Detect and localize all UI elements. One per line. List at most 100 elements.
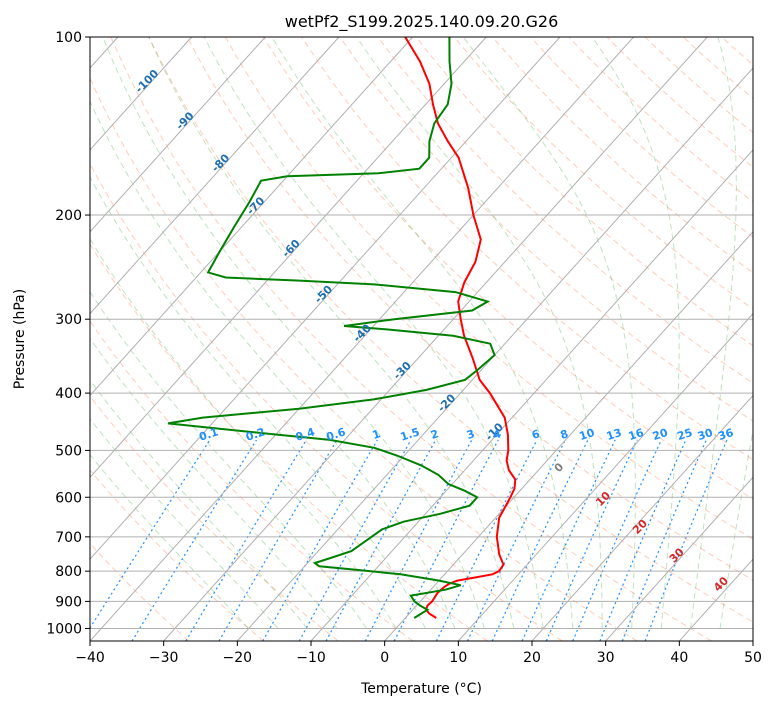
- x-tick-label: −30: [149, 650, 179, 666]
- dry-adiabat-line: [377, 37, 753, 384]
- y-tick-label: 300: [55, 312, 82, 328]
- mixing-ratio-line: [131, 439, 258, 641]
- isotherm-gridline: [90, 37, 634, 641]
- mixing-ratio-label: 8: [559, 427, 570, 442]
- dry-adiabat-line: [606, 37, 753, 168]
- mixing-ratio-label: 6: [530, 427, 542, 442]
- mixing-ratio-line: [325, 439, 437, 641]
- isotherm-gridline: [310, 149, 753, 641]
- y-tick-label: 200: [55, 208, 82, 224]
- dry-adiabat-line: [339, 37, 753, 422]
- y-tick-label: 600: [55, 490, 82, 506]
- dewpoint-profile-line: [167, 37, 496, 619]
- mixing-ratio-label: 16: [627, 426, 646, 443]
- temperature-profile-line: [404, 37, 517, 619]
- moist-adiabat-line: [148, 37, 515, 629]
- dry-adiabat-line: [224, 37, 753, 540]
- mixing-ratio-label: 4: [492, 427, 504, 442]
- dry-adiabat-line: [148, 37, 753, 623]
- moist-adiabat-line: [102, 37, 485, 629]
- isotherm-gridline: [90, 37, 266, 233]
- x-tick-label: 0: [380, 650, 389, 666]
- y-tick-label: 900: [55, 594, 82, 610]
- mixing-ratio-label: 30: [696, 426, 715, 443]
- mixing-ratio-line: [90, 439, 211, 630]
- mixing-ratio-label: 0.2: [244, 425, 267, 443]
- mixing-ratio-label: 13: [605, 426, 624, 443]
- y-tick-label: 1000: [46, 621, 82, 637]
- isotherm-gridline: [90, 37, 340, 315]
- y-tick-label: 700: [55, 530, 82, 546]
- y-tick-label: 400: [55, 386, 82, 402]
- moist-adiabat-line: [90, 100, 456, 629]
- dry-adiabat-line: [90, 243, 488, 641]
- mixing-ratio-label: 1.5: [399, 425, 422, 443]
- dry-adiabat-line: [492, 37, 753, 274]
- mixing-ratio-line: [466, 439, 566, 641]
- mixing-ratio-line: [435, 439, 538, 641]
- x-axis-title: Temperature (°C): [360, 681, 482, 697]
- isotherm-gridline: [384, 230, 753, 641]
- moist-adiabat-line: [90, 175, 426, 629]
- mixing-ratio-label: 20: [651, 426, 670, 443]
- isotherm-gridline: [236, 67, 753, 641]
- dry-adiabat-line: [90, 395, 339, 641]
- isotherm-gridline: [90, 37, 487, 479]
- chart-title: wetPf2_S199.2025.140.09.20.G26: [285, 12, 559, 32]
- mixing-ratio-line: [185, 439, 307, 641]
- isotherm-gridline: [90, 37, 192, 151]
- isotherm-gridline: [531, 394, 753, 641]
- x-tick-label: −20: [223, 650, 253, 666]
- mixing-ratio-label: 10: [578, 426, 597, 443]
- mixing-ratio-label: 0.4: [294, 425, 317, 443]
- moist-adiabat-line: [90, 237, 397, 629]
- moist-adiabat-line: [271, 37, 574, 629]
- x-tick-label: 10: [449, 650, 467, 666]
- x-tick-label: 20: [523, 650, 541, 666]
- isotherm-gridline: [90, 37, 561, 560]
- y-tick-label: 500: [55, 443, 82, 459]
- mixing-ratio-label: 0.1: [197, 425, 220, 443]
- mixing-ratio-line: [621, 439, 707, 641]
- x-tick-label: 40: [670, 650, 688, 666]
- mixing-ratio-line: [572, 439, 662, 641]
- moist-adiabat-line: [356, 37, 603, 629]
- mixing-ratio-line: [491, 439, 589, 641]
- mixing-ratio-label: 0.6: [325, 425, 348, 443]
- mixing-ratio-line: [298, 439, 412, 641]
- dry-adiabat-line: [263, 37, 753, 500]
- x-tick-label: 30: [597, 650, 615, 666]
- mixing-ratio-line: [545, 439, 638, 641]
- isotherm-gridline: [605, 476, 753, 641]
- plot-frame: [89, 36, 754, 642]
- moist-adiabat-line: [90, 337, 338, 629]
- mixing-ratio-line: [393, 439, 499, 641]
- mixing-ratio-line: [521, 439, 616, 641]
- moist-adiabat-line: [719, 427, 753, 629]
- moist-adiabat-line: [203, 37, 544, 629]
- mixing-ratio-line: [364, 439, 473, 641]
- mixing-ratio-label: 1: [371, 427, 382, 442]
- moist-adiabat-line: [90, 379, 308, 629]
- moist-adiabat-line: [462, 37, 636, 629]
- y-tick-label: 800: [55, 564, 82, 580]
- mixing-ratio-label: 25: [676, 426, 695, 443]
- dry-adiabat-line: [110, 37, 712, 641]
- dry-adiabat-line: [90, 77, 638, 641]
- isotherm-gridline: [457, 312, 753, 641]
- mixing-ratio-label: 36: [717, 426, 736, 443]
- isotherm-gridline: [163, 37, 708, 641]
- mixing-ratio-line: [644, 439, 728, 641]
- dry-adiabat-line: [90, 162, 563, 641]
- dry-adiabat-line: [186, 37, 753, 581]
- mixing-ratio-label: 2: [429, 427, 440, 442]
- x-tick-label: −10: [296, 650, 326, 666]
- moist-adiabat-line: [591, 37, 680, 629]
- dry-adiabat-line: [453, 37, 753, 310]
- y-tick-label: 100: [55, 30, 82, 46]
- dry-adiabat-line: [415, 37, 753, 347]
- x-tick-label: 50: [744, 650, 762, 666]
- isotherm-gridline: [90, 37, 413, 397]
